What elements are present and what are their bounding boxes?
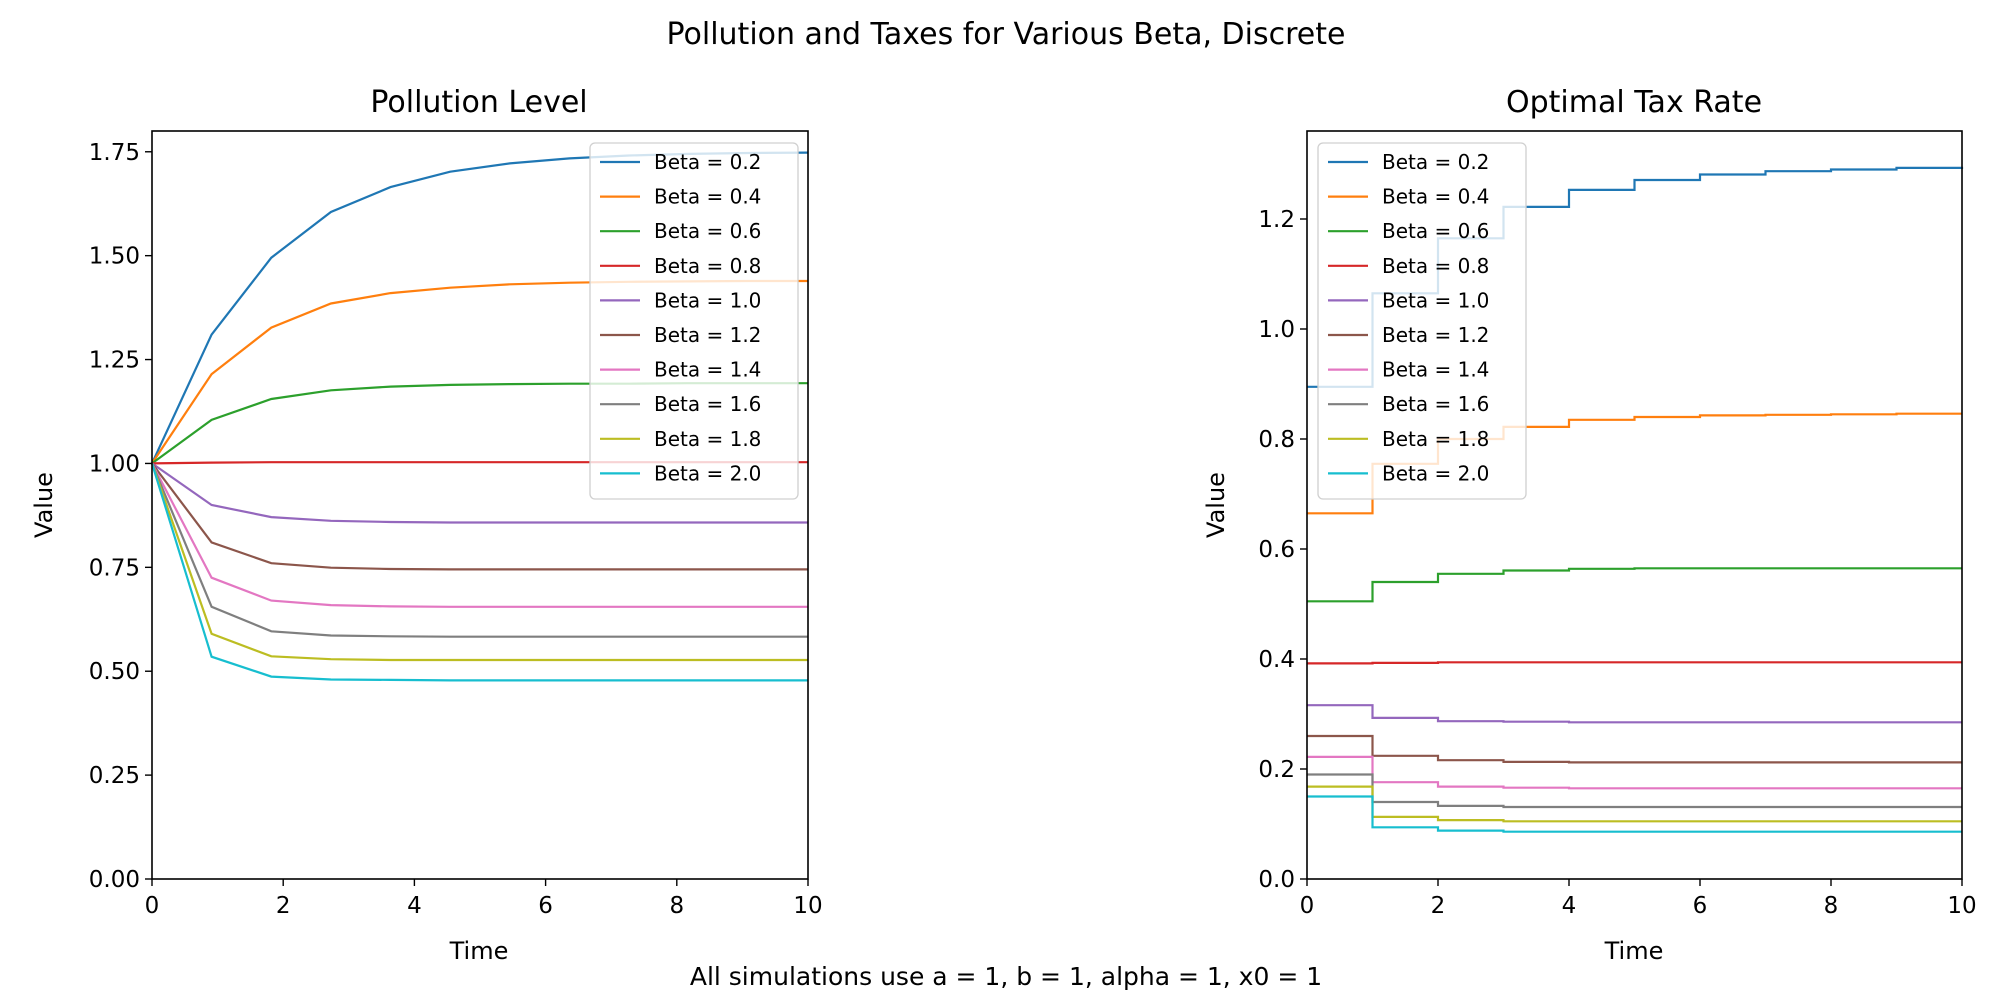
legend-label: Beta = 2.0 — [654, 461, 761, 485]
x-tick-label: 2 — [1431, 893, 1446, 919]
series-line-beta-2-0 — [1307, 795, 1962, 833]
legend-label: Beta = 0.6 — [1382, 219, 1489, 243]
legend-item: Beta = 0.8 — [600, 254, 761, 278]
plot-frame — [1306, 130, 1963, 880]
y-tick-label: 1.50 — [89, 244, 140, 270]
legend-label: Beta = 1.2 — [1382, 323, 1489, 347]
chart-title: Optimal Tax Rate — [1506, 85, 1762, 120]
x-tick-label: 4 — [1562, 893, 1577, 919]
x-tick-label: 10 — [793, 893, 822, 919]
legend-label: Beta = 0.8 — [1382, 254, 1489, 278]
legend-item: Beta = 1.0 — [1328, 288, 1489, 312]
legend-label: Beta = 0.2 — [1382, 150, 1489, 174]
footnote: All simulations use a = 1, b = 1, alpha … — [690, 962, 1322, 991]
legend-item: Beta = 1.0 — [600, 288, 761, 312]
x-tick-label: 6 — [1693, 893, 1708, 919]
y-tick-label: 1.25 — [89, 348, 140, 374]
y-tick-label: 0.75 — [89, 555, 140, 581]
pollution-level-chart: Pollution Level Time Value 0 2 4 6 8 10 0.00 0.… — [30, 85, 823, 965]
legend-item: Beta = 1.2 — [1328, 323, 1489, 347]
x-tick-label: 10 — [1947, 893, 1976, 919]
y-tick-label: 0.25 — [89, 763, 140, 789]
legend-label: Beta = 1.2 — [654, 323, 761, 347]
y-axis-label: Value — [30, 472, 58, 538]
legend-label: Beta = 1.0 — [1382, 288, 1489, 312]
x-axis-label: Time — [1604, 937, 1664, 965]
series-line-beta-1-8 — [150, 463, 808, 662]
legend-label: Beta = 0.6 — [654, 219, 761, 243]
y-axis-label: Value — [1202, 472, 1230, 538]
legend-item: Beta = 1.4 — [1328, 358, 1489, 382]
legend-label: Beta = 1.8 — [654, 427, 761, 451]
legend-box — [1317, 142, 1527, 500]
x-tick-label: 4 — [407, 893, 422, 919]
legend-box — [589, 142, 799, 500]
legend-item: Beta = 2.0 — [600, 461, 761, 485]
series-line-beta-1-6 — [1307, 773, 1962, 809]
legend-item: Beta = 1.6 — [600, 392, 761, 416]
x-tick-label: 0 — [1300, 893, 1315, 919]
legend-item: Beta = 0.4 — [600, 185, 761, 209]
series-line-beta-1-2 — [151, 462, 808, 571]
legend-label: Beta = 1.0 — [654, 288, 761, 312]
legend-item: Beta = 1.2 — [600, 323, 761, 347]
optimal-tax-rate-chart: Optimal Tax Rate Time Value 0 2 4 6 8 10 0.0 0.… — [1202, 85, 1977, 965]
legend-label: Beta = 2.0 — [1382, 461, 1489, 485]
legend-item: Beta = 1.8 — [1328, 427, 1489, 451]
series-line-beta-0-6 — [1307, 567, 1962, 603]
x-axis-label: Time — [449, 937, 509, 965]
legend-item: Beta = 0.2 — [1328, 150, 1489, 174]
y-tick-label: 0.0 — [1258, 867, 1295, 893]
legend-label: Beta = 0.4 — [1382, 185, 1489, 209]
series-line-beta-1-0 — [151, 462, 808, 524]
y-tick-label: 0.2 — [1258, 757, 1295, 783]
y-tick-label: 1.0 — [1258, 317, 1295, 343]
x-tick-label: 0 — [145, 893, 160, 919]
y-tick-label: 1.2 — [1258, 207, 1295, 233]
x-tick-label: 8 — [1824, 893, 1839, 919]
x-tick-label: 6 — [538, 893, 553, 919]
y-tick-label: 0.6 — [1258, 537, 1295, 563]
y-tick-label: 0.8 — [1258, 427, 1295, 453]
y-tick-label: 1.00 — [89, 451, 140, 477]
figure-title: Pollution and Taxes for Various Beta, Di… — [667, 17, 1346, 52]
legend-item: Beta = 0.6 — [1328, 219, 1489, 243]
plot-frame — [151, 130, 809, 880]
series-line-beta-1-4 — [1307, 755, 1962, 790]
legend-item: Beta = 0.4 — [1328, 185, 1489, 209]
legend-item: Beta = 1.8 — [600, 427, 761, 451]
legend-item: Beta = 0.6 — [600, 219, 761, 243]
legend-item: Beta = 0.2 — [600, 150, 761, 174]
legend-label: Beta = 1.8 — [1382, 427, 1489, 451]
series-line-beta-1-6 — [150, 462, 808, 638]
series-line-beta-1-8 — [1307, 785, 1962, 823]
legend-item: Beta = 2.0 — [1328, 461, 1489, 485]
legend-label: Beta = 0.8 — [654, 254, 761, 278]
legend-label: Beta = 0.2 — [654, 150, 761, 174]
y-tick-label: 0.00 — [89, 867, 140, 893]
x-tick-label: 2 — [276, 893, 291, 919]
legend-item: Beta = 1.6 — [1328, 392, 1489, 416]
x-tick-label: 8 — [669, 893, 684, 919]
series-line-beta-2-0 — [150, 463, 808, 682]
y-tick-label: 0.4 — [1258, 647, 1295, 673]
legend-label: Beta = 0.4 — [654, 185, 761, 209]
series-line-beta-0-8 — [1307, 661, 1962, 665]
legend-label: Beta = 1.4 — [654, 358, 761, 382]
legend-label: Beta = 1.4 — [1382, 358, 1489, 382]
chart-title: Pollution Level — [370, 85, 587, 120]
series-line-beta-1-2 — [1307, 734, 1962, 764]
legend-item: Beta = 0.8 — [1328, 254, 1489, 278]
legend-label: Beta = 1.6 — [654, 392, 761, 416]
series-line-beta-1-4 — [151, 462, 808, 608]
y-tick-label: 0.50 — [89, 659, 140, 685]
series-line-beta-1-0 — [1307, 704, 1962, 724]
legend-label: Beta = 1.6 — [1382, 392, 1489, 416]
y-tick-label: 1.75 — [89, 140, 140, 166]
legend: Beta = 0.2 Beta = 0.4 Beta = 0.6 Beta = 0.8… — [589, 142, 799, 500]
legend: Beta = 0.2 Beta = 0.4 Beta = 0.6 Beta = 0.8… — [1317, 142, 1527, 500]
legend-item: Beta = 1.4 — [600, 358, 761, 382]
